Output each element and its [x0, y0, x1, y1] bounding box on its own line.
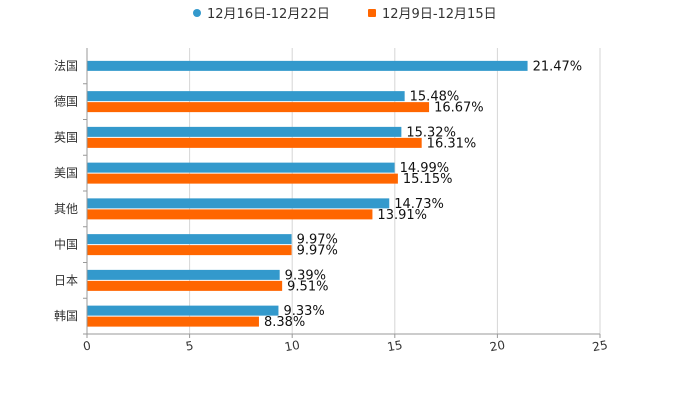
data-label: 13.91%	[377, 208, 427, 223]
category-label: 其他	[54, 202, 78, 216]
legend-marker-series-2	[368, 9, 376, 17]
data-label: 8.38%	[264, 315, 305, 330]
bar-series-2	[87, 316, 259, 327]
x-tick-label: 25	[591, 338, 608, 354]
data-label: 14.99%	[400, 161, 450, 176]
bar-series-2	[87, 137, 422, 148]
category-label: 日本	[54, 273, 78, 287]
category-label: 英国	[54, 130, 78, 144]
legend: 12月16日-12月22日 12月9日-12月15日	[193, 7, 497, 22]
bar-series-2	[87, 280, 283, 291]
category-label: 中国	[54, 237, 78, 252]
bar-series-1	[87, 91, 405, 102]
category-label: 德国	[54, 94, 78, 109]
bar-series-1	[87, 234, 292, 245]
data-label: 15.48%	[410, 90, 460, 105]
x-tick-label: 5	[185, 338, 195, 353]
x-tick-label: 20	[489, 338, 506, 354]
data-label: 9.51%	[287, 279, 328, 294]
bar-series-1	[87, 60, 528, 71]
data-label: 9.33%	[283, 304, 324, 319]
data-label: 16.31%	[427, 136, 477, 151]
bar-series-2	[87, 102, 430, 113]
bar-series-2	[87, 245, 292, 256]
category-label: 法国	[54, 59, 78, 73]
grid-lines	[189, 48, 601, 334]
legend-marker-series-1	[193, 9, 201, 17]
data-label: 15.15%	[403, 172, 453, 187]
x-tick-label: 0	[82, 338, 92, 353]
bar-series-2	[87, 173, 398, 184]
category-label: 美国	[54, 166, 78, 180]
bar-series-1	[87, 126, 402, 137]
data-label: 9.39%	[285, 268, 326, 283]
bars: 21.47% 15.48%16.67% 15.32%16.31% 14.99%15.1…	[87, 59, 582, 330]
bar-series-1	[87, 305, 279, 316]
data-label: 15.32%	[406, 125, 456, 140]
data-label: 9.97%	[297, 233, 338, 248]
x-tick-label: 15	[386, 338, 403, 354]
bar-series-1	[87, 162, 395, 173]
data-label: 16.67%	[434, 101, 484, 116]
legend-label: 12月16日-12月22日	[207, 7, 330, 22]
data-label: 9.97%	[297, 244, 338, 259]
bar-series-2	[87, 209, 373, 220]
data-label: 21.47%	[533, 59, 583, 74]
bar-series-1	[87, 269, 280, 280]
x-tick-label: 10	[283, 338, 300, 354]
category-label: 韩国	[54, 308, 78, 323]
bar-series-1	[87, 198, 390, 209]
data-label: 14.73%	[394, 197, 444, 212]
legend-label: 12月9日-12月15日	[382, 7, 497, 22]
